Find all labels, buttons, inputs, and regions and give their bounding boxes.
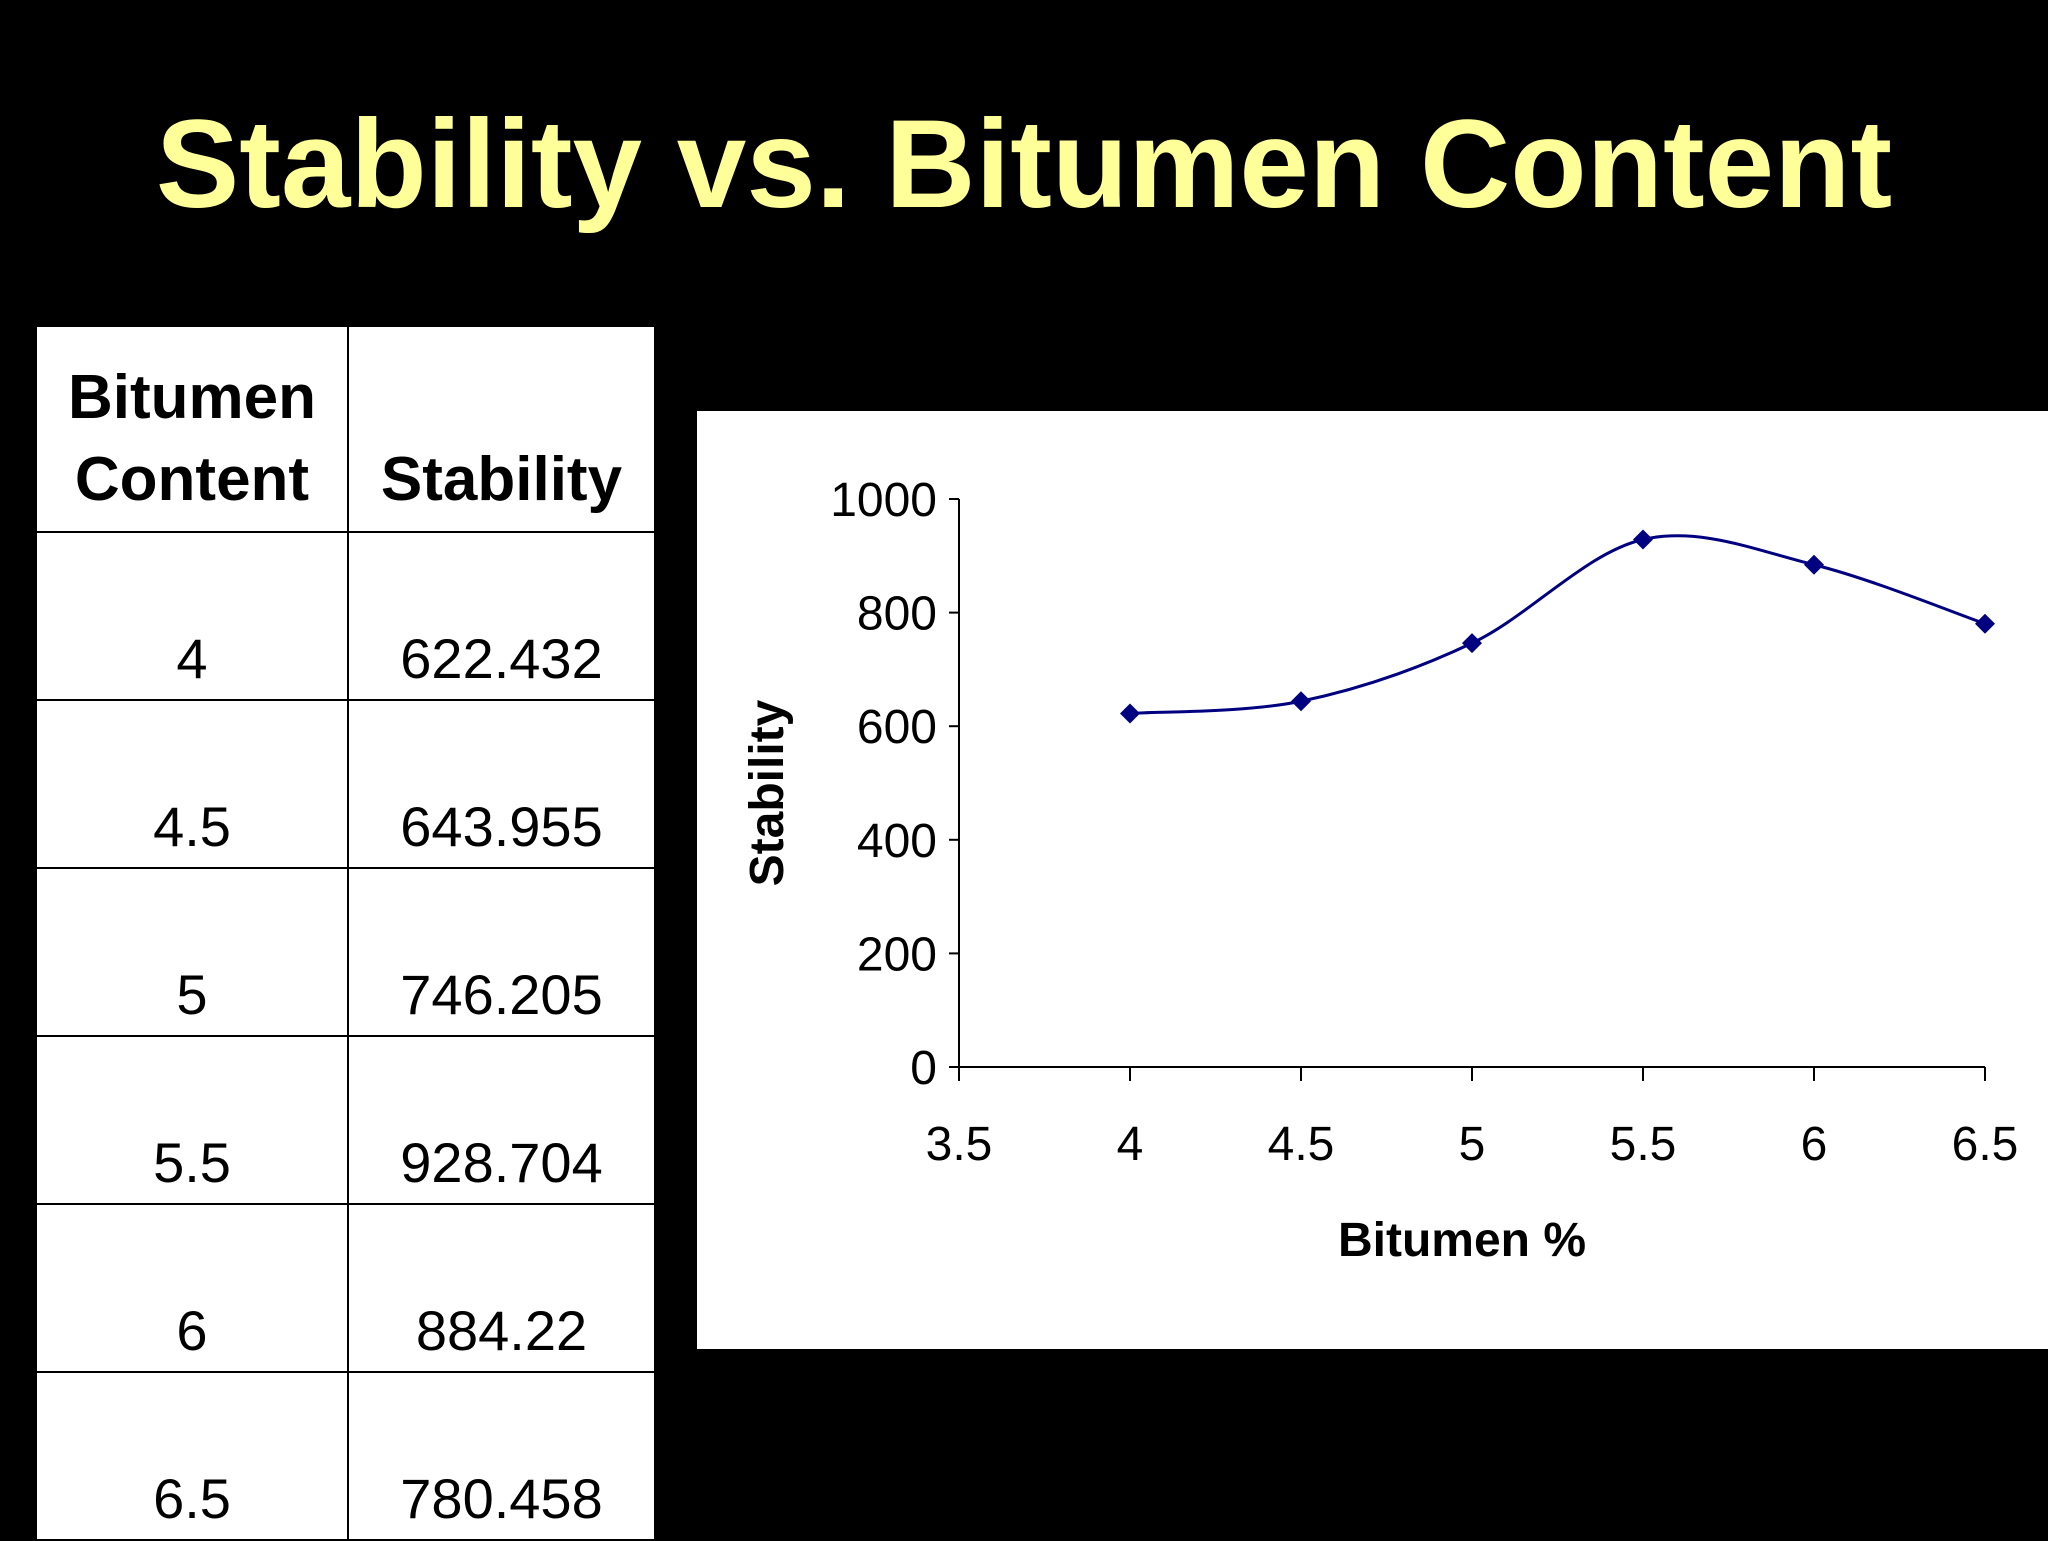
table-row: 5.5 928.704 — [35, 1035, 656, 1205]
table-row: 5 746.205 — [35, 867, 656, 1037]
data-point — [1804, 554, 1824, 575]
cell-bitumen: 4.5 — [35, 699, 349, 869]
data-point — [1291, 691, 1311, 712]
cell-bitumen: 4 — [35, 531, 349, 701]
data-point — [1120, 703, 1140, 724]
x-tick-label: 3.5 — [926, 1118, 993, 1171]
data-point — [1975, 613, 1995, 634]
cell-stability: 622.432 — [347, 531, 656, 701]
cell-bitumen: 6 — [35, 1203, 349, 1373]
stability-chart: Stability Bitumen % 0 200 400 600 800 1000 3.5… — [741, 474, 2019, 1267]
x-tick-label: 4.5 — [1268, 1118, 1335, 1171]
x-tick-label: 5.5 — [1610, 1118, 1677, 1171]
header-bitumen-content: Bitumen Content — [35, 325, 349, 533]
y-tick-label: 1000 — [830, 474, 937, 527]
data-point — [1633, 529, 1653, 550]
x-tick-label: 6.5 — [1952, 1118, 2019, 1171]
x-axis-title: Bitumen % — [1338, 1214, 1586, 1267]
y-tick-label: 800 — [857, 588, 937, 641]
y-tick-label: 600 — [857, 701, 937, 754]
x-tick-label: 5 — [1459, 1118, 1486, 1171]
cell-bitumen: 6.5 — [35, 1371, 349, 1541]
cell-stability: 884.22 — [347, 1203, 656, 1373]
cell-bitumen: 5 — [35, 867, 349, 1037]
cell-stability: 780.458 — [347, 1371, 656, 1541]
table-header-row: Bitumen Content Stability — [35, 325, 656, 533]
y-tick-label: 0 — [910, 1042, 937, 1095]
y-tick-label: 200 — [857, 928, 937, 981]
table-row: 6 884.22 — [35, 1203, 656, 1373]
x-tick-label: 4 — [1117, 1118, 1144, 1171]
y-tick-label: 400 — [857, 815, 937, 868]
series-line — [1129, 534, 1986, 715]
table-row: 4 622.432 — [35, 531, 656, 701]
cell-bitumen: 5.5 — [35, 1035, 349, 1205]
slide-title: Stability vs. Bitumen Content — [155, 95, 1893, 234]
table-row: 6.5 780.458 — [35, 1371, 656, 1541]
chart-panel: Stability Bitumen % 0 200 400 600 800 1000 3.5… — [697, 411, 2048, 1349]
cell-stability: 643.955 — [347, 699, 656, 869]
y-axis-title: Stability — [741, 699, 794, 886]
data-table: Bitumen Content Stability 4 622.432 4.5 … — [35, 325, 656, 1541]
table-row: 4.5 643.955 — [35, 699, 656, 869]
cell-stability: 928.704 — [347, 1035, 656, 1205]
header-stability: Stability — [347, 325, 656, 533]
x-tick-label: 6 — [1801, 1118, 1828, 1171]
data-point — [1462, 633, 1482, 654]
cell-stability: 746.205 — [347, 867, 656, 1037]
